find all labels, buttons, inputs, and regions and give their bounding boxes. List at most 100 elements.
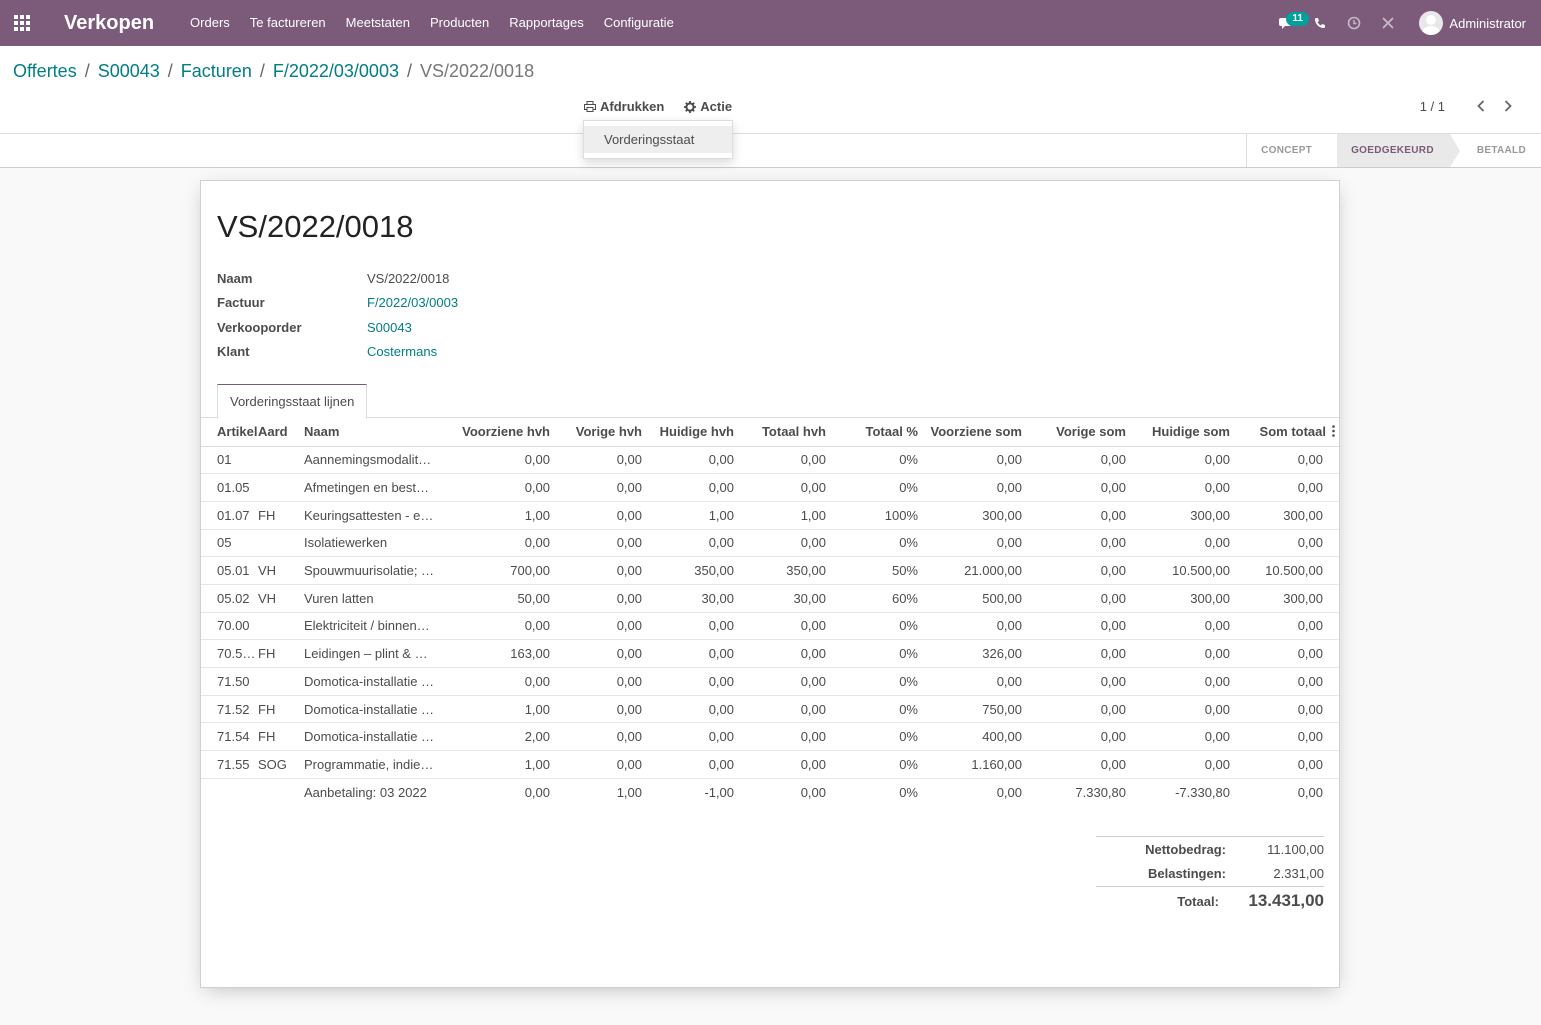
cell-naam: Afmetingen en besta… (304, 473, 435, 502)
cell-aard: VH (258, 584, 304, 613)
cell-totaal-pct: 0% (826, 750, 918, 779)
table-row[interactable]: 70.00 Elektriciteit / binnen… 0,00 0,00 0,00… (201, 612, 1339, 641)
breadcrumb-sale-order[interactable]: S00043 (97, 61, 160, 81)
column-header-voorziene-hvh[interactable]: Voorziene hvh (435, 418, 550, 447)
column-header-som-totaal[interactable]: Som totaal (1230, 418, 1339, 447)
cell-vorige-som: 0,00 (1022, 529, 1126, 558)
cell-som-totaal: 0,00 (1230, 750, 1339, 779)
top-navbar: Verkopen Orders Te factureren Meetstaten… (0, 0, 1541, 46)
column-options-icon[interactable] (1332, 424, 1335, 440)
breadcrumb-offertes[interactable]: Offertes (13, 61, 77, 81)
column-header-artikel[interactable]: Artikel (201, 418, 258, 447)
cell-huidige-hvh: 0,00 (642, 612, 734, 641)
cell-totaal-hvh: 1,00 (734, 501, 826, 530)
cell-vorige-som: 7.330,80 (1022, 778, 1126, 807)
menu-item-te-factureren[interactable]: Te factureren (249, 15, 326, 30)
breadcrumb-facturen[interactable]: Facturen (180, 61, 252, 81)
print-button[interactable]: Afdrukken (584, 99, 664, 114)
cell-huidige-hvh: 0,00 (642, 722, 734, 752)
field-link-klant[interactable]: Costermans (367, 344, 438, 360)
column-header-huidige-hvh[interactable]: Huidige hvh (642, 418, 734, 447)
clock-icon[interactable] (1337, 0, 1371, 46)
table-row[interactable]: 71.54 FH Domotica-installatie … 2,00 0,00 0,0… (201, 722, 1339, 752)
breadcrumb-separator: / (84, 61, 90, 81)
table-row[interactable]: 05.02 VH Vuren latten 50,00 0,00 30,00 30,00 60… (201, 584, 1339, 613)
column-header-aard[interactable]: Aard (258, 418, 304, 447)
menu-item-orders[interactable]: Orders (190, 15, 230, 30)
column-header-voorziene-som[interactable]: Voorziene som (918, 418, 1022, 447)
print-icon (584, 101, 596, 112)
phone-icon[interactable] (1303, 0, 1337, 46)
cell-som-totaal: 300,00 (1230, 584, 1339, 613)
menu-item-producten[interactable]: Producten (429, 15, 490, 30)
cell-som-totaal: 0,00 (1230, 529, 1339, 558)
apps-menu-icon[interactable] (0, 0, 44, 46)
action-button[interactable]: Actie (684, 99, 732, 114)
notebook-tabs: Vorderingsstaat lijnen (201, 384, 1339, 419)
column-header-som-totaal-label: Som totaal (1259, 423, 1326, 439)
column-header-huidige-som[interactable]: Huidige som (1126, 418, 1230, 447)
cell-vorige-som: 0,00 (1022, 556, 1126, 585)
table-row[interactable]: 01.07 FH Keuringsattesten - el… 1,00 0,00 1,0… (201, 501, 1339, 530)
cell-vorige-som: 0,00 (1022, 584, 1126, 613)
column-header-vorige-hvh[interactable]: Vorige hvh (550, 418, 642, 447)
cell-voorziene-hvh: 0,00 (435, 473, 550, 502)
field-link-factuur[interactable]: F/2022/03/0003 (367, 295, 459, 311)
cell-totaal-pct: 100% (826, 501, 918, 530)
chat-icon[interactable]: 11 (1269, 0, 1309, 46)
breadcrumb-separator: / (259, 61, 265, 81)
status-step-betaald[interactable]: BETAALD (1476, 145, 1526, 156)
control-panel: Offertes / S00043 / Facturen / F/2022/03… (0, 46, 1541, 134)
table-row[interactable]: 05.01 VH Spouwmuurisolatie; … 700,00 0,00 350… (201, 556, 1339, 585)
cell-totaal-hvh: 0,00 (734, 612, 826, 641)
app-brand[interactable]: Verkopen (64, 11, 155, 34)
table-row[interactable]: 01 Aannemingsmodalit… 0,00 0,00 0,00 0,00 0% 0,… (201, 446, 1339, 475)
cell-huidige-som: 0,00 (1126, 667, 1230, 696)
field-factuur: Factuur F/2022/03/0003 (217, 291, 458, 316)
table-row[interactable]: Aanbetaling: 03 2022 0,00 1,00 -1,00 0,00 0% 0… (201, 778, 1339, 807)
menu-item-rapportages[interactable]: Rapportages (509, 15, 584, 30)
column-header-vorige-som[interactable]: Vorige som (1022, 418, 1126, 447)
cell-voorziene-hvh: 2,00 (435, 722, 550, 752)
cell-voorziene-som: 0,00 (918, 529, 1022, 558)
debug-tools-icon[interactable] (1371, 0, 1405, 46)
field-link-verkooporder[interactable]: S00043 (367, 319, 412, 335)
table-row[interactable]: 71.55 SOG Programmatie, indie… 1,00 0,00 0,00… (201, 750, 1339, 779)
column-header-totaal-pct[interactable]: Totaal % (826, 418, 918, 447)
page-title: VS/2022/0018 (217, 209, 414, 244)
cell-totaal-hvh: 0,00 (734, 446, 826, 475)
breadcrumb-invoice[interactable]: F/2022/03/0003 (272, 61, 399, 81)
cell-totaal-hvh: 0,00 (734, 639, 826, 668)
pager: 1 / 1 (1420, 98, 1521, 114)
cell-voorziene-hvh: 0,00 (435, 446, 550, 475)
cell-huidige-som: -7.330,80 (1126, 778, 1230, 807)
cell-som-totaal: 0,00 (1230, 722, 1339, 752)
cell-voorziene-som: 0,00 (918, 473, 1022, 502)
menu-item-configuratie[interactable]: Configuratie (603, 15, 674, 30)
tab-vorderingsstaat-lijnen[interactable]: Vorderingsstaat lijnen (217, 384, 368, 419)
status-step-concept[interactable]: CONCEPT (1246, 134, 1327, 167)
cell-artikel: 05.02 (201, 584, 258, 613)
cell-voorziene-som: 1.160,00 (918, 750, 1022, 779)
pager-previous-icon[interactable] (1467, 98, 1494, 114)
print-dropdown: Vorderingsstaat (583, 120, 733, 159)
pager-next-icon[interactable] (1494, 98, 1521, 114)
table-row[interactable]: 01.05 Afmetingen en besta… 0,00 0,00 0,00 0,0… (201, 473, 1339, 502)
cell-naam: Keuringsattesten - el… (304, 501, 435, 530)
column-header-naam[interactable]: Naam (304, 418, 435, 447)
pager-value[interactable]: 1 / 1 (1419, 98, 1445, 114)
table-row[interactable]: 71.52 FH Domotica-installatie … 1,00 0,00 0,0… (201, 695, 1339, 724)
table-row[interactable]: 05 Isolatiewerken 0,00 0,00 0,00 0,00 0% 0,00 0,… (201, 529, 1339, 558)
column-header-totaal-hvh[interactable]: Totaal hvh (734, 418, 826, 447)
user-name: Administrator (1449, 15, 1526, 31)
user-menu[interactable]: Administrator (1405, 11, 1541, 35)
statusbar: CONCEPT GOEDGEKEURD BETAALD (0, 134, 1541, 168)
cell-voorziene-hvh: 700,00 (435, 556, 550, 585)
cell-naam: Isolatiewerken (304, 529, 435, 558)
table-row[interactable]: 71.50 Domotica-installatie … 0,00 0,00 0,00 0… (201, 667, 1339, 696)
menu-item-meetstaten[interactable]: Meetstaten (345, 15, 410, 30)
dropdown-item-vorderingsstaat[interactable]: Vorderingsstaat (584, 126, 732, 153)
field-label: Klant (217, 344, 250, 360)
cell-vorige-hvh: 0,00 (550, 584, 642, 613)
